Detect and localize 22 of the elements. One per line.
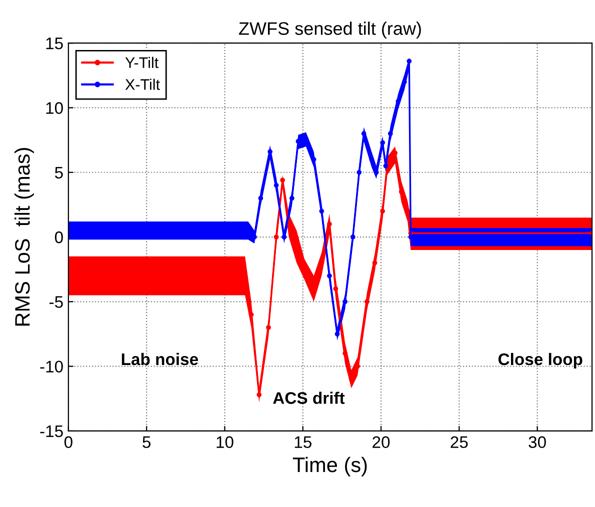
x-tick-label: 15 [294,436,312,448]
x-tick-label: 10 [216,436,234,448]
y-tick-label: 0 [54,231,63,244]
y-tick-label: -5 [49,296,63,308]
y-tick-label: 15 [46,38,63,50]
x-tick-label: 25 [450,436,468,448]
legend-label: X-Tilt [125,78,160,90]
annotation: Close loop [498,352,582,368]
y-tick-label: 5 [54,166,63,179]
x-tick-label: 0 [64,436,72,448]
x-axis-title: Time (s) [292,456,367,476]
annotation: Lab noise [122,352,198,366]
y-axis-title: RMS LoS tilt (mas) [14,148,34,326]
annotation: ACS drift [273,392,345,404]
y-tick-label: 10 [46,102,63,114]
y-tick-label: -10 [40,360,63,373]
y-tick-label: -15 [40,426,63,438]
legend-label: Y-Tilt [125,56,159,68]
x-tick-label: 30 [528,436,546,448]
x-tick-label: 5 [142,436,151,448]
chart-title: ZWFS sensed tilt (raw) [239,22,421,38]
x-tick-label: 20 [372,436,390,448]
